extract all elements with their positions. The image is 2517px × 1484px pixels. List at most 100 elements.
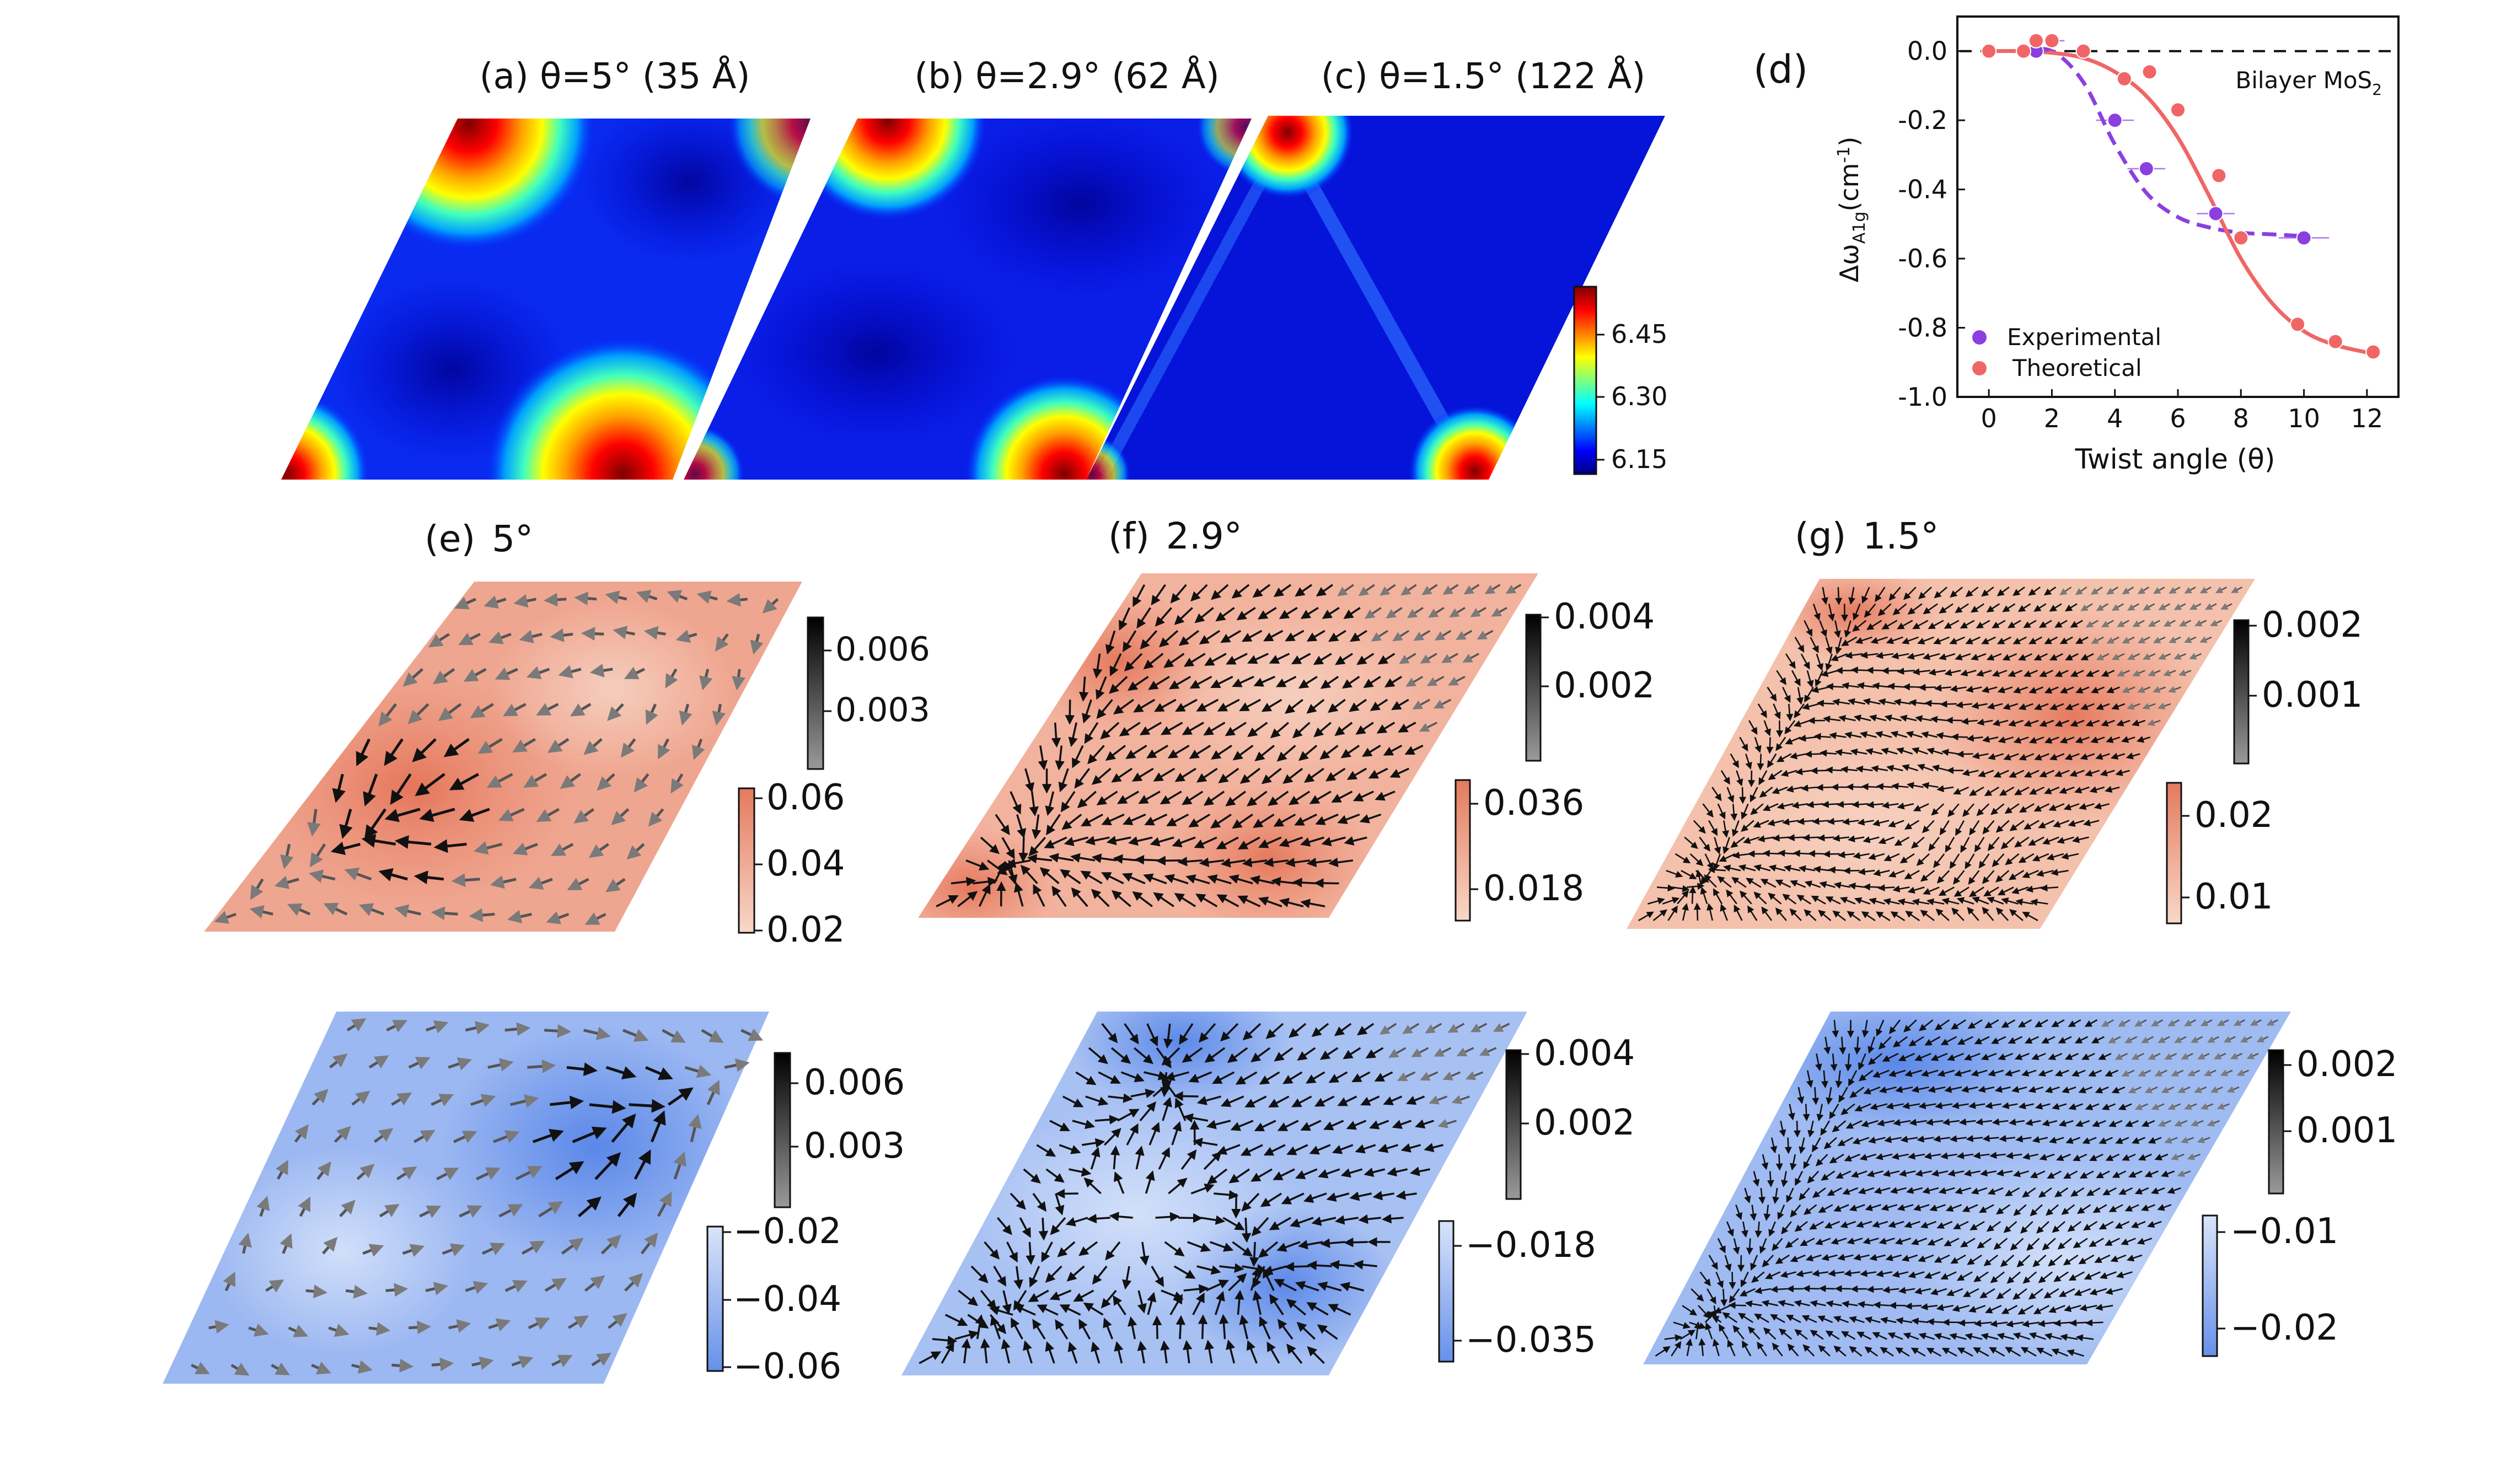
vector-arrow [1933,636,1950,644]
vector-arrow [1241,1217,1252,1243]
vector-arrow [1143,873,1167,885]
vector-arrow [2158,702,2171,709]
vector-arrow [2023,620,2037,628]
vector-arrow [408,1320,431,1335]
vector-arrow [1210,675,1233,688]
quiver-f-top [936,584,1522,908]
vector-arrow [1746,1238,1753,1255]
vector-arrow [1091,767,1112,785]
vector-arrow [1091,889,1110,907]
legend-label-theoretical: Theoretical [2012,354,2142,381]
vector-arrow [1074,768,1091,789]
colorbar-tick: 0.006 [835,630,930,669]
vector-arrow [1228,874,1253,885]
vector-arrow [1997,587,2010,596]
vector-arrow [1775,1154,1783,1171]
vector-arrow [2049,703,2064,711]
vector-arrow [1976,620,1990,628]
vector-arrow [1376,722,1396,734]
vector-arrow [1344,1237,1368,1248]
vector-arrow [613,626,635,639]
vector-arrow [1344,836,1367,846]
vector-arrow [391,1358,414,1373]
map-colorbar: 6.45 6.30 6.15 [1573,286,1667,475]
data-point-theoretical [2290,316,2306,332]
vector-arrow [2111,603,2124,611]
vector-arrow [675,630,697,643]
vector-arrow [1217,698,1240,712]
vector-arrow [2148,669,2161,676]
vector-arrow [605,590,627,604]
vector-arrow [1828,866,1845,874]
vector-arrow [2142,702,2156,710]
vector-arrow [1966,685,1982,693]
vector-arrow [1890,730,1908,738]
vector-arrow [1210,814,1232,829]
vector-arrow [1976,670,1992,677]
vector-arrow [451,873,480,888]
vector-arrow [607,703,624,722]
vector-arrow [2137,586,2150,594]
vector-arrow [1151,584,1166,606]
vector-arrow [1930,716,1947,723]
vector-arrow [1856,682,1875,690]
vector-arrow [2090,587,2103,595]
vector-arrow [1816,784,1833,792]
vector-arrow [560,773,581,789]
vector-arrow [1922,653,1940,660]
vector-arrow [2075,636,2089,644]
vector-arrow [1861,587,1870,604]
chart-d: (d) 0 2 4 6 8 10 12 0.0 -0.2 -0.4 -0.6 -0.8 -1.0 Bil… [1753,15,2400,475]
vector-arrow [2101,670,2115,677]
field-f-bottom [901,1012,1527,1375]
vector-arrow [477,738,503,754]
vector-arrow [1001,837,1015,859]
vector-arrow [1242,857,1268,868]
vector-arrow [2101,620,2114,627]
vector-arrow [2070,719,2085,727]
vector-arrow [1298,745,1318,761]
vector-arrow [2012,587,2025,596]
x-tick-label: 10 [2288,404,2320,433]
vector-arrow [1821,670,1838,677]
vector-arrow [1320,676,1339,689]
vector-arrow [2231,586,2243,593]
vector-arrow [1876,783,1893,791]
vector-arrow [980,836,1000,854]
vector-arrow [715,633,729,652]
vector-arrow [1977,718,1993,726]
vector-arrow [2168,686,2181,693]
vector-arrow [1841,682,1860,690]
vector-arrow [490,875,517,889]
vector-arrow [1784,720,1796,735]
vector-arrow [1239,698,1261,712]
vector-arrow [1891,652,1909,660]
vector-arrow [1865,748,1883,755]
vector-arrow [2059,636,2073,644]
vector-arrow [1912,620,1929,630]
vector-arrow [1016,814,1027,839]
colorbar-tick: 0.004 [1534,1033,1635,1074]
vector-arrow [1055,1189,1078,1199]
map-colorbar-tick: 6.45 [1611,319,1667,349]
vector-arrow [402,668,423,687]
vector-arrow [670,773,684,794]
vector-arrow [2002,603,2016,612]
vector-arrow [1182,722,1204,735]
vector-arrow [2132,719,2146,727]
vector-arrow [2054,719,2069,727]
colorbar-tick: 0.002 [2296,1044,2397,1085]
vector-arrow [384,738,404,766]
vector-arrow [280,843,294,869]
vector-arrow [1024,768,1034,793]
y-tick-label: -0.8 [1898,313,1947,343]
vector-arrow [1163,653,1185,668]
data-point-theoretical [2044,33,2060,49]
vector-arrow [1829,732,1847,739]
vector-arrow [1349,630,1367,642]
vector-arrow [995,814,1010,836]
vector-arrow [658,738,670,760]
vector-arrow [1368,767,1388,779]
vector-arrow [2143,603,2155,611]
